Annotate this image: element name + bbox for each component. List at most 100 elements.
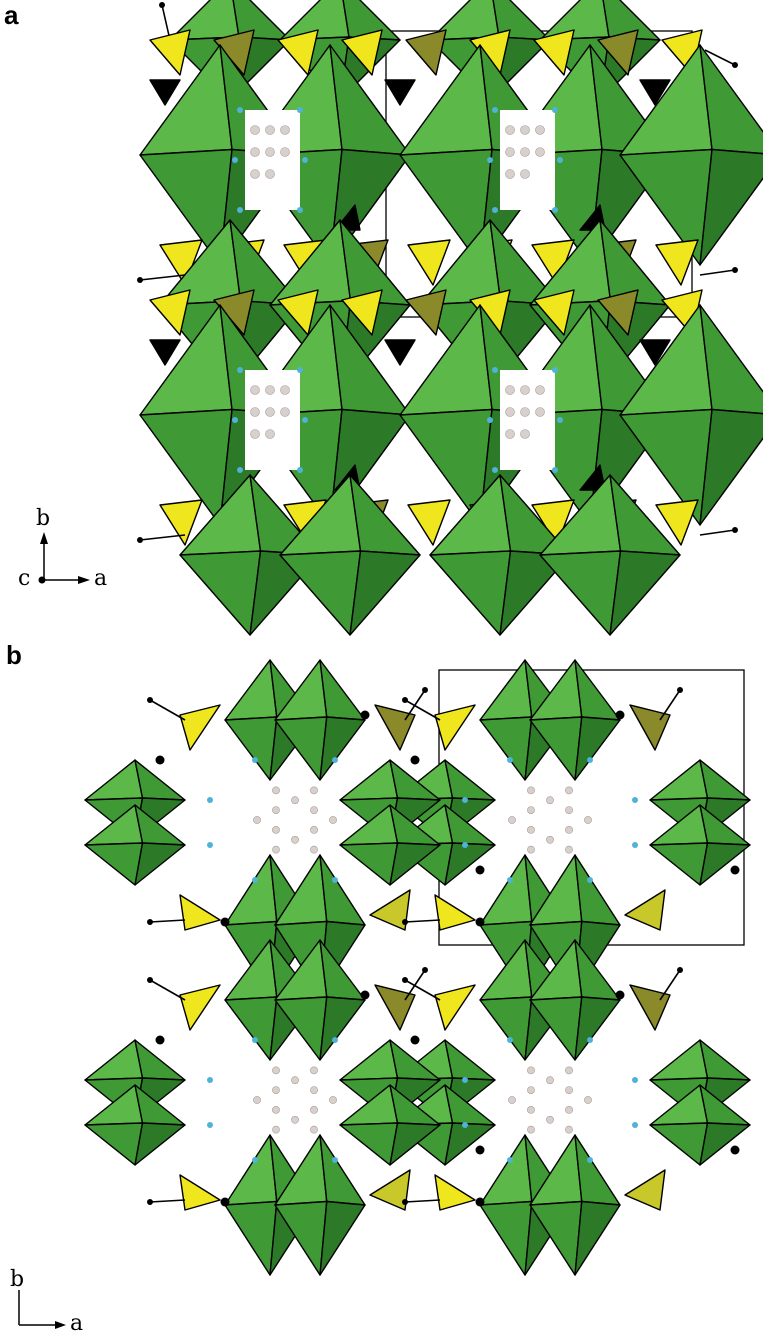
octahedron-face — [479, 1134, 533, 1206]
shadow-face — [384, 339, 416, 366]
bridging-atom — [730, 1145, 740, 1155]
tetrahedron — [624, 1169, 666, 1211]
octahedron-face — [134, 842, 186, 886]
bond — [404, 699, 441, 721]
octahedron-face — [134, 1122, 186, 1166]
bridging-atom — [360, 990, 370, 1000]
void-atom — [527, 1066, 535, 1075]
tetrahedron — [159, 239, 203, 286]
octahedron — [279, 474, 421, 636]
void-atom — [508, 816, 516, 824]
void-atom — [280, 407, 290, 417]
void-atom — [310, 806, 318, 814]
tetrahedron — [374, 984, 416, 1031]
linker-atom — [557, 157, 563, 163]
bond — [404, 1199, 441, 1203]
bond — [404, 919, 441, 923]
linker-atom — [237, 207, 243, 213]
tetrahedron — [179, 704, 221, 751]
octahedron-face — [574, 716, 621, 781]
terminal-atom — [137, 537, 143, 543]
void-atom — [250, 169, 260, 179]
bridging-atom — [475, 1197, 485, 1207]
linker-atom — [302, 157, 308, 163]
void-atom — [272, 845, 280, 854]
cavity — [245, 110, 300, 210]
octahedron — [619, 44, 763, 266]
bridging-atom — [155, 1035, 165, 1045]
void-atom — [520, 429, 530, 439]
octahedron-face — [539, 0, 610, 41]
linker-atom — [487, 157, 493, 163]
tetrahedron — [179, 984, 221, 1031]
linker-atom — [587, 1157, 593, 1163]
linker-atom — [302, 417, 308, 423]
tetrahedron — [369, 889, 411, 931]
octahedron-face — [389, 1122, 441, 1166]
linker-atom — [632, 1077, 638, 1083]
octahedron-face — [479, 854, 533, 926]
void-atom — [505, 147, 515, 157]
linker-atom — [297, 467, 303, 473]
void-atom — [250, 407, 260, 417]
tetrahedron — [341, 29, 383, 76]
terminal-atom — [147, 1199, 153, 1205]
terminal-atom — [402, 697, 408, 703]
void-atom — [265, 147, 275, 157]
tetrahedron — [179, 1174, 221, 1211]
void-atom — [565, 1106, 573, 1114]
void-atom — [310, 826, 318, 834]
octahedron-face — [224, 1200, 278, 1276]
octahedron — [274, 1134, 366, 1276]
octahedron-face — [339, 842, 399, 886]
void-atom — [250, 429, 260, 439]
linker-atom — [297, 367, 303, 373]
void-atom — [272, 826, 280, 834]
terminal-atom — [137, 277, 143, 283]
octahedron — [339, 1084, 441, 1166]
octahedron — [649, 804, 751, 886]
octahedron — [529, 939, 621, 1061]
bond — [149, 1199, 186, 1203]
linker-atom — [552, 367, 558, 373]
axis-a-label: a — [94, 566, 107, 591]
void-atom — [505, 169, 515, 179]
octahedron-face — [349, 474, 421, 556]
octahedron-face — [574, 1134, 621, 1206]
linker-atom — [297, 207, 303, 213]
bond — [404, 979, 441, 1001]
octahedron-face — [444, 842, 496, 886]
void-atom — [505, 429, 515, 439]
void-atom — [535, 125, 545, 135]
shadow-face — [639, 79, 671, 106]
bond — [149, 979, 186, 1001]
octahedron-face — [699, 842, 751, 886]
linker-atom — [232, 417, 238, 423]
linker-atom — [332, 877, 338, 883]
panel-b-structure — [84, 659, 751, 1276]
void-atom — [565, 806, 573, 814]
octahedron-face — [444, 1039, 496, 1081]
void-atom — [291, 835, 299, 844]
void-atom — [527, 1106, 535, 1114]
linker-atom — [462, 797, 468, 803]
bridging-atom — [360, 710, 370, 720]
void-atom — [565, 1086, 573, 1094]
bridging-atom — [475, 917, 485, 927]
terminal-atom — [677, 687, 683, 693]
octahedron-face — [339, 1122, 399, 1166]
void-atom — [265, 125, 275, 135]
void-atom — [505, 407, 515, 417]
octahedron-face — [429, 550, 512, 636]
panel-b-axis-indicator: b a — [10, 1267, 83, 1336]
linker-atom — [462, 842, 468, 848]
octahedron — [84, 804, 186, 886]
linker-atom — [237, 467, 243, 473]
tetrahedron — [277, 289, 319, 336]
void-atom — [265, 407, 275, 417]
octahedron-face — [574, 659, 621, 721]
tetrahedron — [277, 29, 319, 76]
bond — [659, 689, 681, 721]
octahedron-face — [134, 1039, 186, 1081]
octahedron-face — [649, 1039, 709, 1081]
